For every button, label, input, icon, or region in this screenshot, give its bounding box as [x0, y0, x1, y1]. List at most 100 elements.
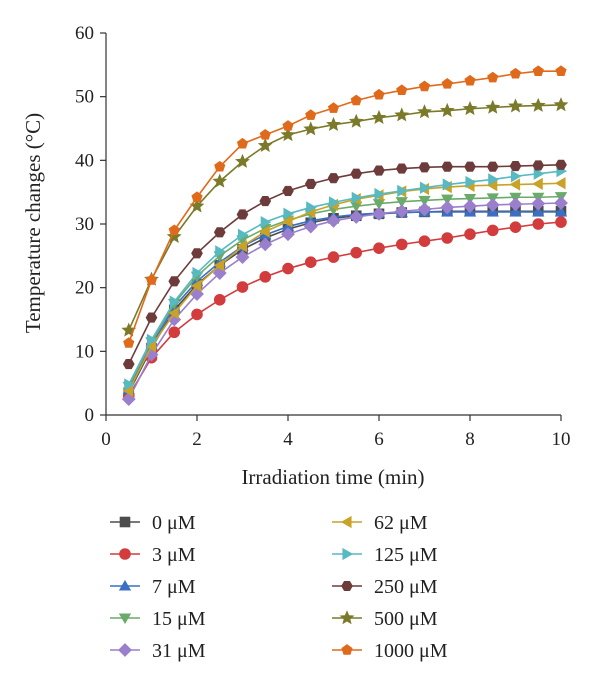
- data-point: [235, 250, 250, 265]
- data-point: [260, 215, 272, 229]
- data-point: [168, 276, 181, 287]
- data-point: [510, 170, 522, 183]
- data-point: [486, 224, 499, 237]
- legend-marker: [339, 610, 355, 625]
- data-point: [372, 206, 386, 221]
- y-tick-label: 30: [75, 214, 94, 235]
- data-point: [532, 177, 543, 191]
- data-point: [441, 194, 454, 206]
- data-point: [508, 197, 523, 212]
- data-point: [372, 199, 386, 210]
- data-point: [371, 109, 387, 124]
- data-point: [283, 207, 295, 220]
- data-point: [554, 205, 568, 217]
- data-point: [533, 167, 545, 180]
- data-point: [395, 238, 408, 251]
- legend-label: 31 μM: [152, 640, 206, 662]
- data-point: [464, 74, 476, 86]
- x-tick-label: 2: [192, 429, 202, 450]
- data-point: [349, 210, 364, 224]
- data-point: [464, 228, 476, 240]
- legend-item: 250 μM: [332, 576, 438, 598]
- data-point: [280, 127, 296, 142]
- data-point: [304, 178, 317, 189]
- data-point: [464, 161, 476, 172]
- legend-item: 1000 μM: [332, 640, 448, 662]
- data-point: [212, 173, 228, 188]
- data-point: [215, 245, 226, 258]
- data-point: [124, 378, 135, 391]
- data-point: [397, 184, 408, 198]
- data-point: [465, 175, 477, 189]
- data-point: [554, 196, 568, 210]
- data-point: [259, 225, 270, 238]
- x-axis-title: Irradiation time (min): [241, 465, 424, 489]
- y-tick-label: 0: [85, 405, 95, 426]
- data-point: [259, 271, 272, 283]
- data-point: [304, 256, 317, 269]
- legend-marker: [341, 580, 353, 592]
- legend-marker: [118, 613, 132, 625]
- data-point: [509, 67, 522, 79]
- legend-item: 125 μM: [332, 544, 438, 566]
- y-axis-title: Temperature changes (°C): [21, 113, 45, 333]
- data-point: [237, 228, 249, 241]
- data-point: [441, 78, 453, 89]
- legend-item: 3 μM: [110, 544, 196, 566]
- data-point: [259, 196, 272, 207]
- data-point: [213, 293, 226, 306]
- data-point: [419, 181, 431, 194]
- data-point: [236, 137, 249, 149]
- data-point: [191, 308, 203, 321]
- data-point: [303, 219, 318, 234]
- x-tick-label: 4: [283, 429, 293, 450]
- legend-item: 15 μM: [110, 608, 206, 630]
- data-point: [374, 187, 386, 201]
- data-point: [282, 120, 294, 131]
- data-point: [192, 266, 204, 280]
- data-point: [439, 102, 455, 117]
- data-point: [282, 262, 294, 275]
- data-point: [258, 237, 273, 252]
- legend-label: 250 μM: [374, 576, 438, 598]
- x-tick-label: 8: [465, 429, 475, 450]
- x-tick-label: 0: [101, 429, 111, 450]
- data-point: [305, 109, 317, 120]
- data-point: [213, 259, 225, 272]
- data-point: [440, 200, 455, 215]
- data-point: [487, 71, 499, 83]
- legend-label: 125 μM: [374, 544, 438, 566]
- data-point: [553, 97, 569, 112]
- data-point: [236, 240, 248, 253]
- data-point: [213, 227, 226, 238]
- data-point: [394, 204, 409, 219]
- data-point: [191, 191, 203, 203]
- x-tick-label: 10: [552, 429, 571, 450]
- data-point: [554, 177, 566, 190]
- data-point: [145, 312, 158, 323]
- data-point: [168, 306, 179, 320]
- legend-item: 31 μM: [110, 640, 206, 662]
- y-tick-label: 40: [75, 150, 94, 171]
- data-point: [191, 248, 203, 259]
- data-point: [442, 178, 454, 191]
- data-point: [417, 104, 432, 119]
- data-point: [441, 161, 454, 172]
- y-tick-label: 60: [75, 23, 94, 44]
- data-point: [214, 160, 226, 172]
- legend-label: 3 μM: [152, 544, 196, 566]
- data-point: [530, 97, 546, 112]
- data-point: [418, 235, 431, 247]
- data-point: [555, 216, 567, 228]
- data-point: [396, 84, 408, 96]
- series-line: [128, 221, 562, 397]
- data-point: [168, 326, 181, 339]
- series-1: [122, 216, 567, 402]
- legend-marker: [119, 516, 131, 528]
- data-point: [326, 213, 341, 228]
- data-point: [146, 333, 158, 347]
- axes: 0 10 20 30 40 50 60 0 2 4 6 8 10: [75, 23, 571, 450]
- data-point: [555, 159, 567, 170]
